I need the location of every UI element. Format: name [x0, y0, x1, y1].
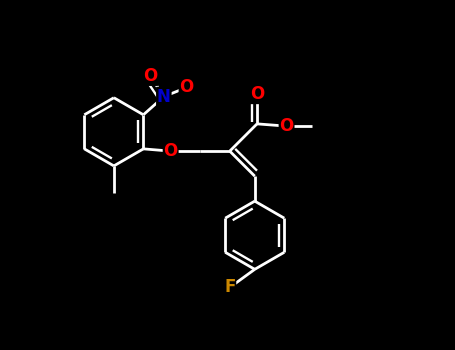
Text: N: N: [157, 88, 171, 106]
Text: O: O: [179, 78, 194, 97]
Text: O: O: [250, 85, 264, 103]
Text: O: O: [163, 142, 178, 160]
Text: O: O: [279, 117, 293, 135]
Text: F: F: [224, 279, 235, 296]
Text: O: O: [143, 67, 157, 85]
